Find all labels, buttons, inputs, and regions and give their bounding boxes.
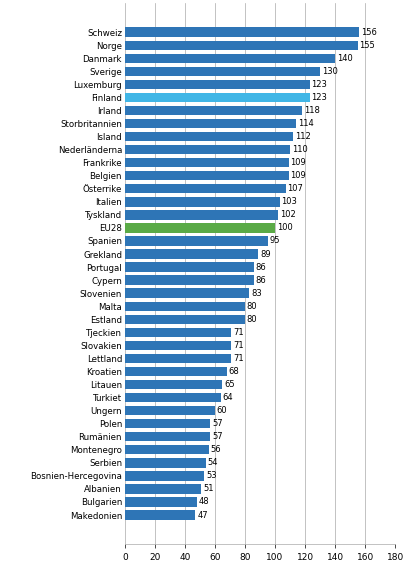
Text: 130: 130 <box>322 67 338 76</box>
Bar <box>125 354 231 363</box>
Text: 56: 56 <box>211 445 221 454</box>
Bar <box>125 301 245 311</box>
Text: 80: 80 <box>247 314 258 324</box>
Text: 123: 123 <box>311 80 327 89</box>
Text: 109: 109 <box>290 158 306 167</box>
Bar <box>125 510 196 520</box>
Bar <box>125 184 285 194</box>
Text: 64: 64 <box>223 393 233 402</box>
Text: 68: 68 <box>229 367 240 376</box>
Text: 95: 95 <box>269 237 280 245</box>
Bar <box>125 158 289 168</box>
Text: 51: 51 <box>203 484 214 494</box>
Text: 114: 114 <box>298 119 314 128</box>
Text: 89: 89 <box>260 249 271 259</box>
Text: 53: 53 <box>206 471 217 480</box>
Bar <box>125 458 206 468</box>
Text: 57: 57 <box>212 432 223 441</box>
Text: 156: 156 <box>361 28 377 37</box>
Text: 71: 71 <box>233 328 244 337</box>
Bar <box>125 119 296 128</box>
Bar <box>125 145 290 154</box>
Text: 83: 83 <box>251 289 262 298</box>
Bar <box>125 93 310 102</box>
Bar <box>125 406 215 415</box>
Bar <box>125 484 201 494</box>
Bar <box>125 40 358 50</box>
Text: 102: 102 <box>280 210 296 219</box>
Text: 71: 71 <box>233 354 244 363</box>
Bar <box>125 471 204 480</box>
Bar <box>125 328 231 337</box>
Text: 80: 80 <box>247 302 258 310</box>
Text: 47: 47 <box>197 510 208 520</box>
Text: 57: 57 <box>212 419 223 428</box>
Text: 123: 123 <box>311 93 327 102</box>
Bar <box>125 236 267 246</box>
Text: 48: 48 <box>199 498 209 506</box>
Bar <box>125 340 231 350</box>
Bar <box>125 171 289 180</box>
Text: 118: 118 <box>304 106 320 115</box>
Bar <box>125 54 335 63</box>
Bar <box>125 132 293 141</box>
Text: 86: 86 <box>256 276 267 285</box>
Bar <box>125 393 221 402</box>
Text: 86: 86 <box>256 263 267 271</box>
Bar <box>125 275 254 285</box>
Text: 54: 54 <box>208 458 218 467</box>
Text: 100: 100 <box>277 223 292 233</box>
Bar <box>125 263 254 272</box>
Text: 110: 110 <box>292 145 307 154</box>
Text: 65: 65 <box>224 380 235 389</box>
Bar <box>125 223 275 233</box>
Bar <box>125 79 310 89</box>
Bar <box>125 67 320 76</box>
Text: 103: 103 <box>281 198 297 206</box>
Bar <box>125 314 245 324</box>
Bar <box>125 28 359 37</box>
Text: 60: 60 <box>217 406 228 415</box>
Bar <box>125 289 250 298</box>
Text: 112: 112 <box>295 132 311 141</box>
Text: 107: 107 <box>287 184 303 194</box>
Text: 140: 140 <box>337 54 353 63</box>
Bar <box>125 106 302 115</box>
Bar <box>125 497 197 507</box>
Bar <box>125 419 210 429</box>
Text: 71: 71 <box>233 341 244 350</box>
Bar <box>125 445 209 454</box>
Bar <box>125 249 258 259</box>
Bar <box>125 197 280 207</box>
Text: 109: 109 <box>290 171 306 180</box>
Bar <box>125 432 210 441</box>
Bar <box>125 367 227 376</box>
Bar <box>125 380 223 389</box>
Bar <box>125 210 278 219</box>
Text: 155: 155 <box>359 41 375 50</box>
